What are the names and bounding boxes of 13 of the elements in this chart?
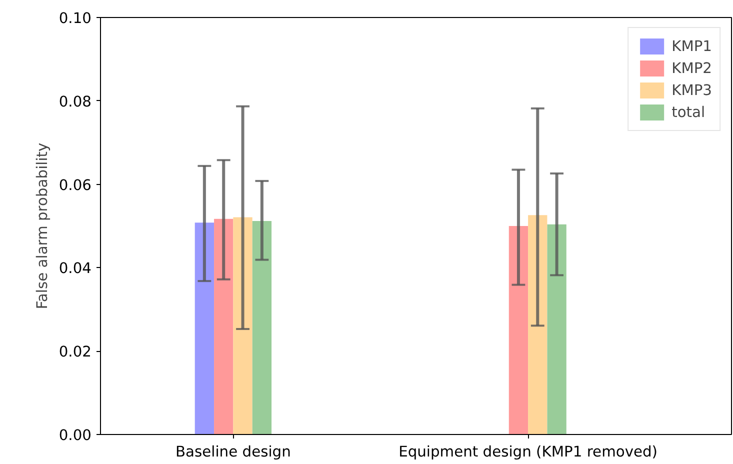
legend-label: KMP3 xyxy=(672,82,712,98)
y-tick-label: 0.08 xyxy=(58,93,92,110)
y-tick-label: 0.04 xyxy=(58,260,92,278)
y-tick-label: 0.00 xyxy=(58,427,92,444)
legend-label: KMP2 xyxy=(672,60,712,76)
x-tick-label: Equipment design (KMP1 removed) xyxy=(398,444,658,460)
y-axis-title: False alarm probability xyxy=(34,142,51,310)
y-tick-label: 0.06 xyxy=(58,176,92,194)
x-tick-label: Baseline design xyxy=(175,444,291,460)
legend-label: KMP1 xyxy=(672,38,712,54)
y-tick-label: 0.02 xyxy=(58,344,92,361)
legend-label: total xyxy=(672,104,706,120)
y-tick-label: 0.10 xyxy=(58,10,92,27)
